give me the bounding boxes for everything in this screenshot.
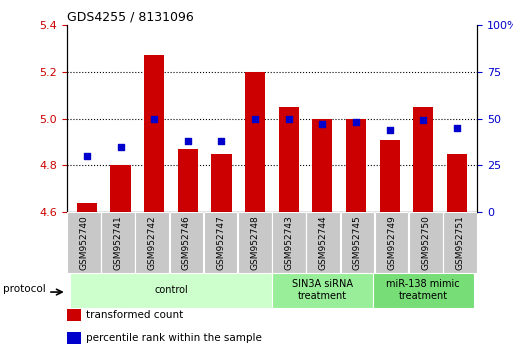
Text: GSM952741: GSM952741: [113, 215, 123, 270]
Text: control: control: [154, 285, 188, 295]
Bar: [447, 154, 467, 212]
Text: GSM952747: GSM952747: [216, 215, 225, 270]
Bar: [341, 212, 374, 273]
Text: GSM952748: GSM952748: [250, 215, 259, 270]
Bar: [67, 332, 81, 344]
Point: [251, 116, 259, 121]
Point: [184, 138, 192, 144]
Bar: [312, 119, 332, 212]
Text: miR-138 mimic
treatment: miR-138 mimic treatment: [386, 279, 460, 301]
Bar: [380, 140, 400, 212]
Bar: [67, 309, 81, 321]
Text: GSM952751: GSM952751: [456, 215, 464, 270]
Bar: [413, 107, 433, 212]
Bar: [306, 212, 340, 273]
Bar: [346, 119, 366, 212]
Text: GSM952744: GSM952744: [319, 215, 328, 270]
Bar: [204, 212, 238, 273]
Text: transformed count: transformed count: [86, 310, 184, 320]
Text: GDS4255 / 8131096: GDS4255 / 8131096: [67, 11, 193, 24]
Point: [419, 118, 427, 123]
Point: [218, 138, 226, 144]
Text: GSM952745: GSM952745: [353, 215, 362, 270]
Point: [453, 125, 461, 131]
Point: [116, 144, 125, 149]
Point: [318, 121, 326, 127]
Text: GSM952743: GSM952743: [285, 215, 293, 270]
Text: GSM952740: GSM952740: [80, 215, 88, 270]
Bar: [409, 212, 443, 273]
Bar: [177, 149, 198, 212]
Text: GSM952746: GSM952746: [182, 215, 191, 270]
Bar: [77, 203, 97, 212]
Bar: [70, 273, 272, 308]
Text: GSM952749: GSM952749: [387, 215, 396, 270]
Text: GSM952750: GSM952750: [421, 215, 430, 270]
Text: protocol: protocol: [3, 284, 46, 293]
Bar: [272, 212, 306, 273]
Point: [352, 120, 360, 125]
Point: [285, 116, 293, 121]
Bar: [170, 212, 203, 273]
Bar: [238, 212, 271, 273]
Bar: [279, 107, 299, 212]
Text: GSM952742: GSM952742: [148, 215, 156, 270]
Bar: [272, 273, 373, 308]
Point: [386, 127, 394, 133]
Bar: [211, 154, 231, 212]
Bar: [373, 273, 473, 308]
Text: SIN3A siRNA
treatment: SIN3A siRNA treatment: [292, 279, 353, 301]
Bar: [245, 72, 265, 212]
Bar: [110, 166, 131, 212]
Bar: [67, 212, 101, 273]
Bar: [135, 212, 169, 273]
Bar: [101, 212, 135, 273]
Text: percentile rank within the sample: percentile rank within the sample: [86, 333, 262, 343]
Bar: [144, 55, 164, 212]
Bar: [375, 212, 408, 273]
Point: [150, 116, 158, 121]
Bar: [443, 212, 477, 273]
Point: [83, 153, 91, 159]
